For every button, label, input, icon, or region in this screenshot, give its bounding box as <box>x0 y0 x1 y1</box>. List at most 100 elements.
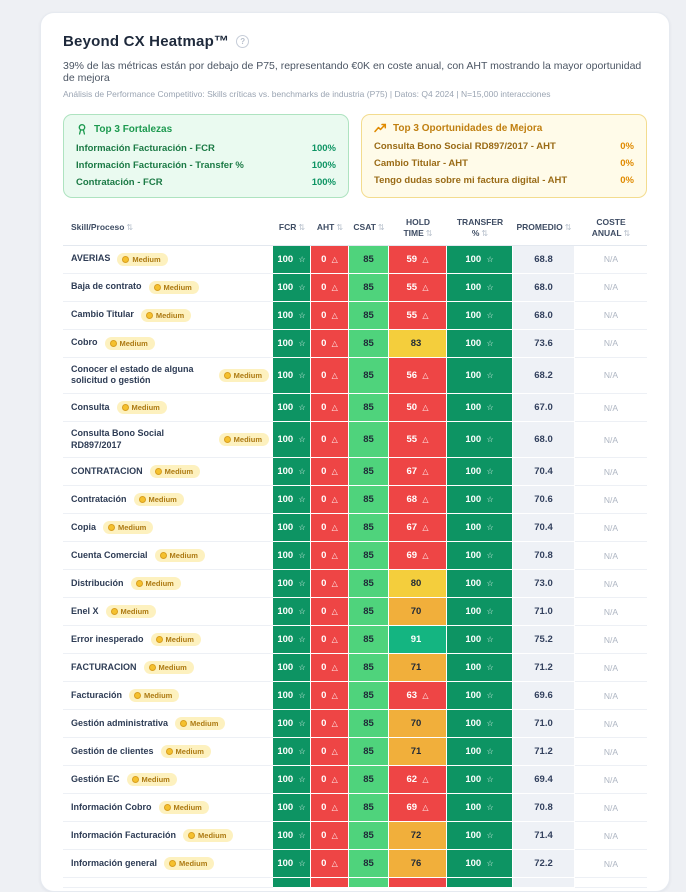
strength-value: 100% <box>311 160 336 171</box>
fcr-cell: 100 ☆ <box>273 486 311 515</box>
skill-cell: Error inesperado Medium <box>63 626 273 655</box>
table-row[interactable]: Cambio Titular Medium 100 ☆ 0 △ 85 55 △ … <box>63 301 647 330</box>
volume-badge-label: Medium <box>173 803 202 813</box>
strength-item: Información Facturación - Transfer % 100… <box>76 157 336 174</box>
opportunity-label: Cambio Titular - AHT <box>374 158 468 169</box>
table-row[interactable]: CONTRATACION Medium 100 ☆ 0 △ 85 67 △ 10… <box>63 458 647 487</box>
table-row[interactable]: Consulta Medium 100 ☆ 0 △ 85 50 △ 100 ☆ … <box>63 394 647 422</box>
col-header-coste-anual[interactable]: COSTE ANUAL ⇅ <box>575 211 647 246</box>
coin-icon <box>148 664 156 672</box>
col-header-fcr[interactable]: FCR ⇅ <box>273 211 311 246</box>
skill-cell: Información Facturación Medium <box>63 822 273 851</box>
csat-cell: 85 <box>349 542 389 571</box>
fcr-cell: 100 ☆ <box>273 273 311 302</box>
table-row[interactable]: Enel X Medium 100 ☆ 0 △ 85 70 100 ☆ 71.0… <box>63 598 647 627</box>
volume-badge: Medium <box>105 605 156 619</box>
star-icon: ☆ <box>296 691 306 701</box>
sort-icon: ⇅ <box>336 223 344 233</box>
table-row[interactable]: Información Cobro Medium 100 ☆ 0 △ 85 69… <box>63 794 647 823</box>
table-row[interactable]: Conocer el estado de alguna solicitud o … <box>63 357 647 394</box>
coin-icon <box>163 804 171 812</box>
promedio-cell: 70.4 <box>513 458 575 487</box>
sort-icon: ⇅ <box>377 223 385 233</box>
table-row[interactable]: AVERIAS Medium 100 ☆ 0 △ 85 59 △ 100 ☆ 6… <box>63 245 647 274</box>
warning-icon: △ <box>329 282 338 292</box>
skill-cell: AVERIAS Medium <box>63 246 273 274</box>
table-row[interactable]: Gestión administrativa Medium 100 ☆ 0 △ … <box>63 710 647 739</box>
heatmap-table: Skill/Proceso ⇅ FCR ⇅ AHT ⇅ CSAT ⇅ HOLD TIME… <box>63 211 647 889</box>
coste-anual-cell: N/A <box>575 766 647 795</box>
warning-icon: △ <box>329 775 338 785</box>
volume-badge: Medium <box>218 368 269 382</box>
table-row[interactable]: Error inesperado Medium 100 ☆ 0 △ 85 91 … <box>63 626 647 655</box>
promedio-cell: 70.6 <box>513 486 575 515</box>
promedio-cell: 73.6 <box>513 329 575 358</box>
volume-badge: Medium <box>149 465 201 479</box>
star-icon: ☆ <box>484 719 494 729</box>
col-header-skill[interactable]: Skill/Proceso ⇅ <box>63 211 273 246</box>
table-row[interactable]: Información general Medium 100 ☆ 0 △ 85 … <box>63 850 647 879</box>
coste-anual-cell: N/A <box>575 274 647 302</box>
strength-label: Contratación - FCR <box>76 177 163 188</box>
skill-name: Consulta <box>71 401 110 412</box>
skill-cell: CONTRATACION Medium <box>63 458 273 487</box>
transfer-cell: 100 ☆ <box>447 626 513 655</box>
csat-cell: 85 <box>349 329 389 358</box>
table-row[interactable]: Cuenta Comercial Medium 100 ☆ 0 △ 85 69 … <box>63 542 647 571</box>
strengths-title: Top 3 Fortalezas <box>94 124 173 135</box>
star-icon: ☆ <box>484 859 494 869</box>
hold-time-cell: 71 <box>389 654 447 683</box>
warning-icon: △ <box>329 719 338 729</box>
warning-icon: △ <box>329 254 338 264</box>
table-row[interactable]: Cobro Medium 100 ☆ 0 △ 85 83 100 ☆ 73.6 … <box>63 329 647 358</box>
insight-subtitle: 39% de las métricas están por debajo de … <box>63 60 642 84</box>
promedio-cell: 71.4 <box>513 822 575 851</box>
csat-cell: 85 <box>349 738 389 767</box>
table-row[interactable]: Consulta Bono Social RD897/2017 Medium 1… <box>63 422 647 459</box>
promedio-cell: 68.2 <box>513 357 575 394</box>
col-header-csat[interactable]: CSAT ⇅ <box>349 211 389 246</box>
warning-icon: △ <box>329 635 338 645</box>
help-icon[interactable]: ? <box>236 35 250 48</box>
hold-time-cell: 70 <box>389 710 447 739</box>
table-row[interactable]: Baja de contrato Medium 100 ☆ 0 △ 85 55 … <box>63 273 647 302</box>
opportunity-value: 0% <box>620 141 634 152</box>
hold-time-cell: 69 △ <box>389 542 447 571</box>
strengths-box: Top 3 Fortalezas Información Facturación… <box>63 114 349 198</box>
col-header-aht[interactable]: AHT ⇅ <box>311 211 349 246</box>
coin-icon <box>122 255 130 263</box>
fcr-cell: 100 ☆ <box>273 357 311 394</box>
transfer-cell: 100 ☆ <box>447 738 513 767</box>
skill-cell: Gestión EC Medium <box>63 766 273 795</box>
table-row[interactable]: Gestión EC Medium 100 ☆ 0 △ 85 62 △ 100 … <box>63 766 647 795</box>
fcr-cell: 100 ☆ <box>273 394 311 422</box>
promedio-cell: 68.0 <box>513 301 575 330</box>
volume-badge-label: Medium <box>118 523 147 533</box>
volume-badge-label: Medium <box>141 775 170 785</box>
volume-badge: Medium <box>218 433 269 447</box>
volume-badge-label: Medium <box>175 747 204 757</box>
col-header-promedio[interactable]: PROMEDIO ⇅ <box>513 211 575 246</box>
star-icon: ☆ <box>484 831 494 841</box>
volume-badge-label: Medium <box>145 579 174 589</box>
volume-badge: Medium <box>133 493 184 507</box>
table-row[interactable]: Copia Medium 100 ☆ 0 △ 85 67 △ 100 ☆ 70.… <box>63 514 647 543</box>
table-row[interactable]: Distribución Medium 100 ☆ 0 △ 85 80 100 … <box>63 570 647 599</box>
warning-icon: △ <box>420 435 429 445</box>
table-row[interactable]: Facturación Medium 100 ☆ 0 △ 85 63 △ 100… <box>63 682 647 711</box>
coste-anual-cell: N/A <box>575 710 647 739</box>
table-row[interactable]: Contratación Medium 100 ☆ 0 △ 85 68 △ 10… <box>63 486 647 515</box>
star-icon: ☆ <box>296 663 306 673</box>
skill-name: Enel X <box>71 606 99 617</box>
star-icon: ☆ <box>484 691 494 701</box>
promedio-cell: 70.8 <box>513 794 575 823</box>
col-header-hold-time[interactable]: HOLD TIME ⇅ <box>389 211 447 246</box>
table-row[interactable]: Información Facturación Medium 100 ☆ 0 △… <box>63 822 647 851</box>
table-row[interactable]: FACTURACION Medium 100 ☆ 0 △ 85 71 100 ☆… <box>63 654 647 683</box>
table-row[interactable]: Gestión de clientes Medium 100 ☆ 0 △ 85 … <box>63 738 647 767</box>
star-icon: ☆ <box>296 635 306 645</box>
promedio-cell: 71.0 <box>513 598 575 627</box>
skill-cell: Contratación Medium <box>63 486 273 515</box>
col-header-transfer[interactable]: TRANSFER % ⇅ <box>447 211 513 246</box>
coin-icon <box>131 776 139 784</box>
